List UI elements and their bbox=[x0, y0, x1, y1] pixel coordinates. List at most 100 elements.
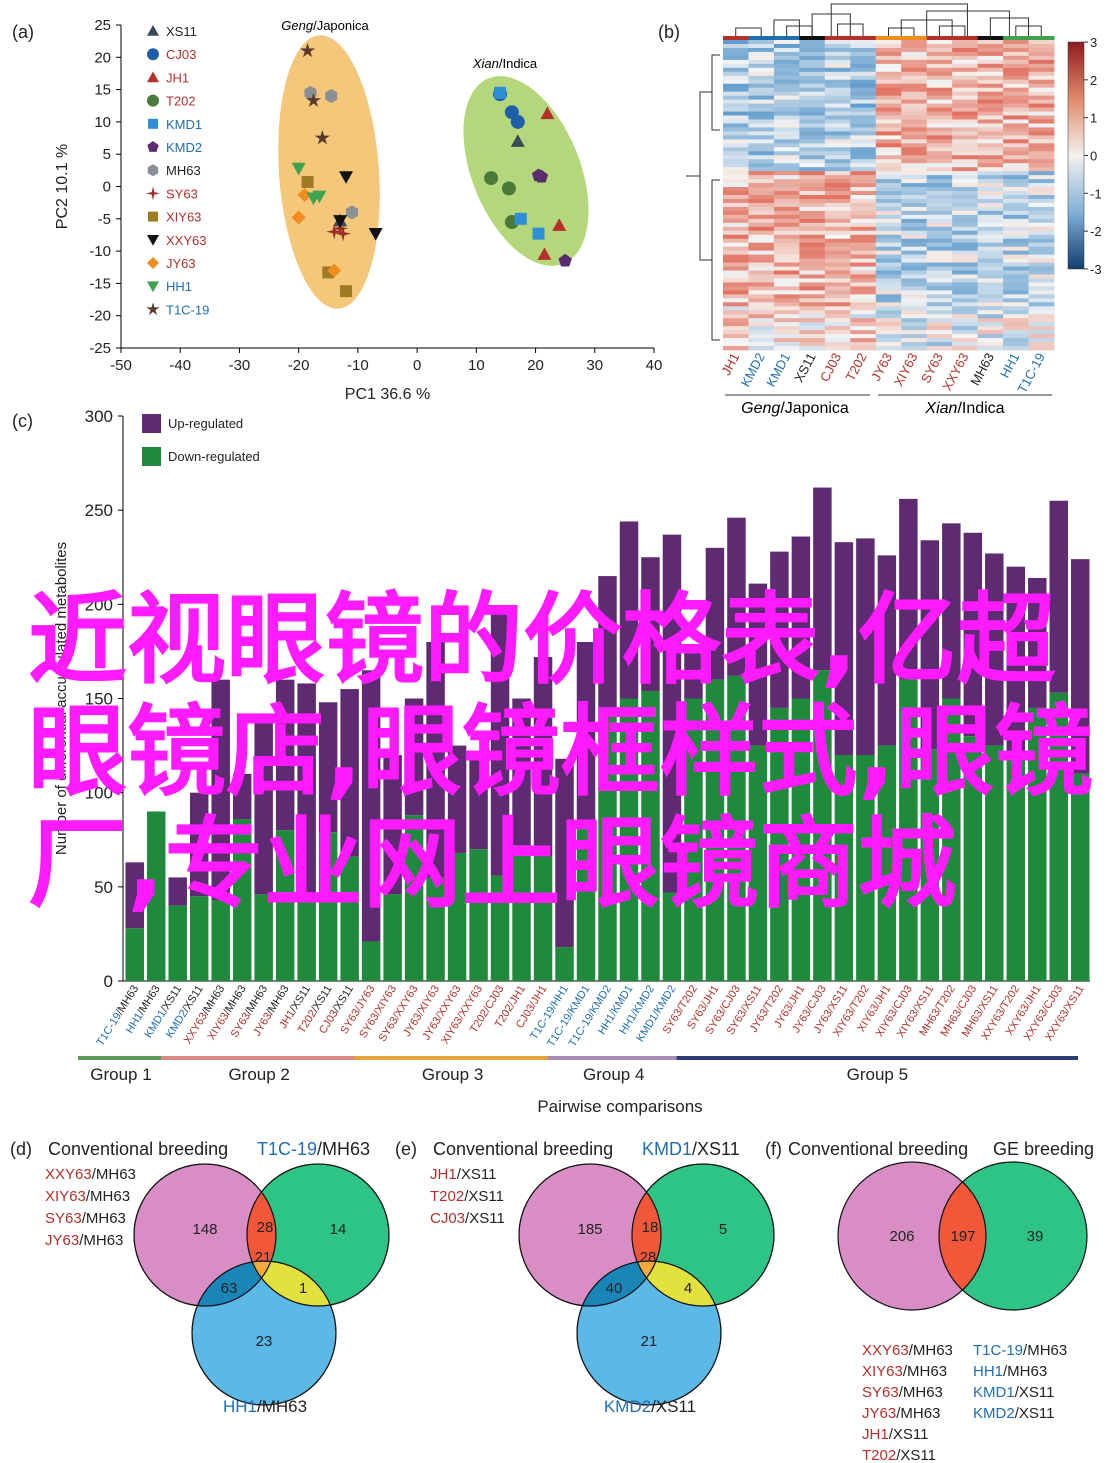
heatmap-cell bbox=[850, 218, 877, 224]
bar-up-regulated bbox=[447, 745, 467, 853]
heatmap-cell bbox=[926, 210, 953, 216]
heatmap-cell bbox=[1028, 226, 1055, 232]
heatmap-cell bbox=[773, 187, 800, 192]
heatmap-cell bbox=[901, 222, 928, 228]
dendrogram-branch bbox=[830, 3, 968, 36]
heatmap-cell bbox=[799, 234, 826, 240]
venn-count-c: 21 bbox=[641, 1333, 658, 1350]
heatmap-cell bbox=[977, 71, 1004, 77]
comparison-list-item: XIY63/MH63 bbox=[45, 1188, 130, 1205]
bar-down-regulated bbox=[877, 745, 897, 981]
heatmap-cell bbox=[1003, 234, 1029, 240]
bar-down-regulated bbox=[146, 811, 166, 981]
bar-up-regulated bbox=[662, 534, 682, 893]
bar-up-regulated bbox=[533, 657, 553, 857]
heatmap-cell bbox=[748, 71, 775, 77]
cluster-ellipse-indica bbox=[463, 76, 589, 266]
bar-down-regulated bbox=[813, 670, 832, 981]
heatmap-cell bbox=[824, 342, 851, 347]
heatmap-cell bbox=[799, 246, 826, 252]
comparison-list-right: T1C-19/MH63 bbox=[973, 1342, 1067, 1359]
heatmap-cell bbox=[723, 40, 749, 45]
x-tick-label: -50 bbox=[110, 357, 132, 374]
comparison-list-left-part: /XS11 bbox=[889, 1426, 929, 1443]
heatmap-cell bbox=[875, 183, 902, 188]
heatmap-cell bbox=[952, 47, 979, 53]
heatmap-cell bbox=[748, 51, 775, 57]
heatmap-cell bbox=[977, 342, 1004, 347]
heatmap-cell bbox=[773, 294, 800, 299]
heatmap-cell bbox=[926, 79, 953, 85]
heatmap-cell bbox=[926, 266, 953, 271]
heatmap-cell bbox=[952, 214, 979, 220]
heatmap-cell bbox=[901, 290, 928, 295]
heatmap-cell bbox=[926, 99, 953, 104]
heatmap-cell bbox=[799, 306, 826, 311]
heatmap-cell bbox=[977, 155, 1004, 160]
column-label: MH63 bbox=[967, 350, 997, 388]
heatmap-cell bbox=[1003, 334, 1029, 339]
heatmap-cell bbox=[1028, 43, 1055, 49]
heatmap-cell bbox=[799, 99, 826, 104]
heatmap-cell bbox=[926, 346, 953, 351]
heatmap-cell bbox=[723, 346, 749, 351]
heatmap-cell bbox=[1028, 159, 1055, 164]
heatmap-cell bbox=[875, 155, 902, 160]
y-tick-label: -10 bbox=[89, 243, 111, 260]
comparison-list-right-part: HH1 bbox=[973, 1363, 1003, 1380]
venn-region-bc bbox=[247, 1261, 336, 1306]
heatmap-cell bbox=[799, 286, 826, 291]
heatmap-cell bbox=[1003, 75, 1029, 81]
bar-down-regulated bbox=[211, 900, 230, 981]
heatmap-cell bbox=[1028, 111, 1055, 116]
heatmap-cell bbox=[901, 242, 928, 248]
comparison-list-left-part: SY63 bbox=[862, 1384, 899, 1401]
heatmap-cell bbox=[850, 147, 877, 152]
heatmap-cell bbox=[901, 175, 928, 180]
heatmap-cell bbox=[773, 318, 800, 323]
heatmap-cell bbox=[773, 338, 800, 343]
column-dendrogram bbox=[735, 3, 1042, 36]
heatmap-cell bbox=[1003, 175, 1029, 180]
heatmap-cell bbox=[926, 218, 953, 224]
color-scale-tick-label: -3 bbox=[1090, 262, 1102, 277]
data-point-xiy63 bbox=[340, 285, 353, 298]
heatmap-cell bbox=[977, 286, 1004, 291]
bar-up-regulated bbox=[404, 698, 424, 816]
heatmap-cell bbox=[850, 143, 877, 148]
heatmap-cell bbox=[1028, 310, 1055, 315]
heatmap-cell bbox=[748, 99, 775, 104]
heatmap-cell bbox=[799, 222, 826, 228]
heatmap-cell bbox=[748, 234, 775, 240]
heatmap-cell bbox=[723, 47, 749, 53]
data-point-jh1 bbox=[552, 218, 567, 231]
comparison-list-item-part: /MH63 bbox=[82, 1210, 126, 1227]
heatmap-cell bbox=[1003, 290, 1029, 295]
bar-up-regulated bbox=[877, 555, 897, 746]
heatmap-cell bbox=[977, 143, 1004, 148]
comparison-list-left-part: JH1 bbox=[862, 1426, 889, 1443]
legend-marker-jy63 bbox=[147, 257, 159, 269]
heatmap-cell bbox=[748, 59, 775, 65]
heatmap-cell bbox=[977, 43, 1004, 49]
comparison-list-item-part: /MH63 bbox=[86, 1188, 130, 1205]
heatmap-cell bbox=[901, 195, 928, 200]
heatmap-cell bbox=[824, 63, 851, 69]
heatmap-cell bbox=[926, 238, 953, 244]
heatmap-cell bbox=[1028, 258, 1055, 263]
venn-region-bc bbox=[632, 1261, 721, 1306]
heatmap-cell bbox=[926, 71, 953, 77]
heatmap-cell bbox=[977, 87, 1004, 93]
data-point-kmd2 bbox=[558, 253, 572, 267]
heatmap-cell bbox=[926, 47, 953, 53]
heatmap-cell bbox=[850, 103, 877, 108]
comparison-list-left-part: /MH63 bbox=[899, 1384, 943, 1401]
heatmap-cell bbox=[850, 67, 877, 73]
venn-count-ac: 63 bbox=[221, 1280, 238, 1297]
y-tick-label: 250 bbox=[85, 501, 113, 520]
y-tick-label: 20 bbox=[94, 49, 111, 66]
heatmap-cell bbox=[799, 318, 826, 323]
heatmap-cell bbox=[723, 278, 749, 283]
heatmap-cell bbox=[875, 127, 902, 132]
heatmap-cell bbox=[977, 314, 1004, 319]
